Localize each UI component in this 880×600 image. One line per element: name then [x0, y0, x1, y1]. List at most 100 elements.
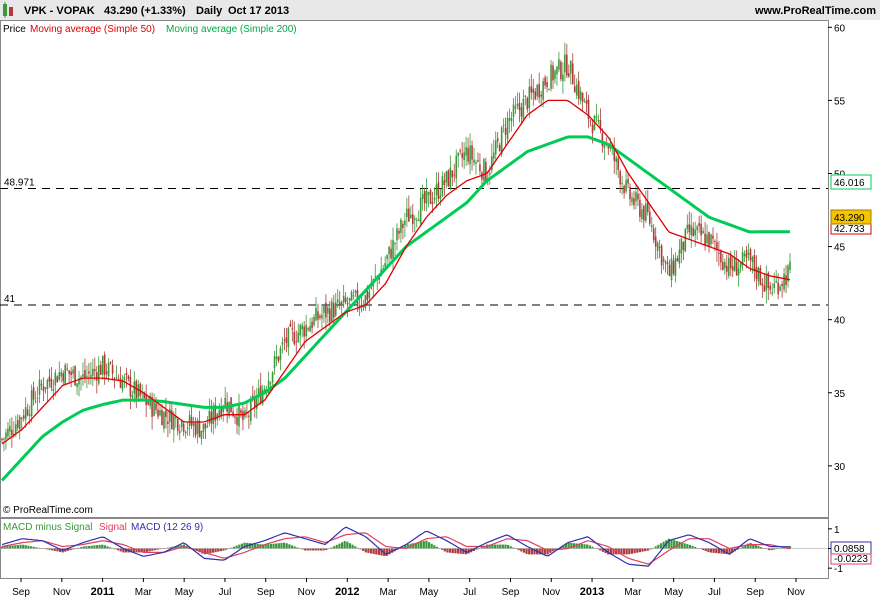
price-panel-frame: [0, 20, 829, 518]
macd-hist-bar: [66, 548, 70, 551]
candle-body: [202, 423, 205, 433]
candle-body: [11, 429, 13, 435]
candle-body: [684, 228, 687, 252]
candle-body: [449, 167, 452, 189]
candle-body: [516, 104, 519, 106]
macd-hist-bar: [380, 548, 383, 556]
macd-hist-bar: [696, 547, 699, 549]
candle-body: [773, 283, 776, 289]
candle-body: [666, 262, 669, 265]
candle-body: [726, 265, 728, 272]
candle-body: [62, 373, 65, 382]
macd-hist-bar: [309, 548, 312, 551]
macd-hist-bar: [412, 543, 415, 549]
macd-hist-bar: [85, 546, 88, 549]
macd-hist-bar: [343, 541, 346, 549]
candle-body: [633, 198, 635, 206]
candle-body: [212, 407, 215, 425]
candle-body: [176, 419, 179, 432]
candle-body: [58, 372, 61, 380]
candle-body: [619, 171, 621, 185]
candle-body: [281, 341, 284, 345]
candle-body: [544, 77, 546, 86]
candle-body: [56, 376, 59, 383]
candle-body: [325, 302, 327, 318]
candle-body: [107, 362, 110, 377]
macd-hist-bar: [364, 548, 367, 553]
x-label-nov: Nov: [542, 587, 560, 598]
macd-hist-bar: [596, 548, 599, 550]
level-label-0: 48.971: [4, 178, 35, 189]
candle-body: [406, 208, 408, 218]
candle-body: [558, 59, 560, 70]
macd-hist-bar: [153, 548, 157, 551]
candle-body: [143, 392, 145, 399]
macd-hist-bar: [456, 548, 460, 554]
candle-body: [722, 262, 724, 270]
candle-body: [702, 230, 704, 234]
candle-body: [489, 173, 491, 175]
macd-hist-bar: [493, 544, 497, 549]
candle-body: [331, 301, 333, 322]
candle-body: [508, 117, 511, 121]
candle-body: [514, 106, 517, 109]
macd-hist-bar: [351, 544, 354, 549]
candle-body: [595, 115, 598, 118]
candle-body: [477, 160, 479, 162]
candle-body: [26, 409, 29, 416]
macd-hist-bar: [124, 548, 128, 553]
macd-hist-bar: [11, 545, 14, 549]
candle-body: [30, 390, 33, 417]
candle-body: [157, 409, 159, 417]
header-symbol: VPK - VOPAK: [24, 5, 95, 17]
ma200-line: [0, 135, 790, 482]
macd-hist-bar: [520, 548, 523, 552]
legend-ma200: Moving average (Simple 200): [166, 24, 297, 35]
candle-body: [283, 339, 286, 341]
candle-body: [678, 249, 681, 264]
candle-body: [637, 193, 639, 200]
macd-hist-bar: [617, 548, 620, 555]
candle-body: [607, 146, 610, 149]
candle-body: [364, 295, 367, 308]
macd-hist-bar: [667, 538, 670, 549]
candle-body: [178, 430, 181, 434]
candle-body: [224, 397, 226, 409]
macd-hist-bar: [201, 548, 204, 554]
candle-body: [321, 314, 323, 319]
macd-hist-bar: [35, 547, 38, 549]
macd-hist-bar: [325, 548, 328, 551]
legend-ma50: Moving average (Simple 50): [30, 24, 155, 35]
candle-body: [767, 272, 770, 289]
candle-body: [313, 316, 315, 326]
macd-hist-bar: [625, 548, 628, 555]
candle-body: [629, 186, 631, 200]
candle-body: [336, 299, 339, 303]
macd-hist-bar: [335, 544, 338, 549]
macd-hist-bar: [538, 548, 541, 555]
candle-body: [779, 286, 781, 291]
macd-hist-bar: [580, 543, 583, 549]
candle-body: [115, 377, 118, 379]
candle-body: [463, 152, 465, 161]
candle-body: [285, 337, 288, 343]
macd-hist-bar: [770, 548, 773, 551]
macd-hist-bar: [483, 545, 486, 549]
candle-body: [263, 388, 266, 392]
macd-hist-bar: [362, 548, 365, 551]
x-label-may: May: [664, 587, 683, 598]
macd-hist-bar: [691, 545, 694, 549]
macd-hist-bar: [32, 546, 35, 549]
candle-body: [228, 401, 230, 417]
macd-hist-bar: [119, 548, 122, 552]
macd-hist-bar: [543, 548, 547, 555]
macd-hist-bar: [16, 544, 20, 549]
candle-body: [700, 223, 702, 236]
macd-hist-bar: [575, 543, 578, 549]
candle-body: [184, 431, 187, 434]
candle-body: [621, 183, 623, 185]
x-label-sep: Sep: [257, 587, 275, 598]
svg-text:46.016: 46.016: [834, 178, 865, 189]
candle-body: [603, 144, 606, 149]
candle-body: [718, 252, 720, 254]
